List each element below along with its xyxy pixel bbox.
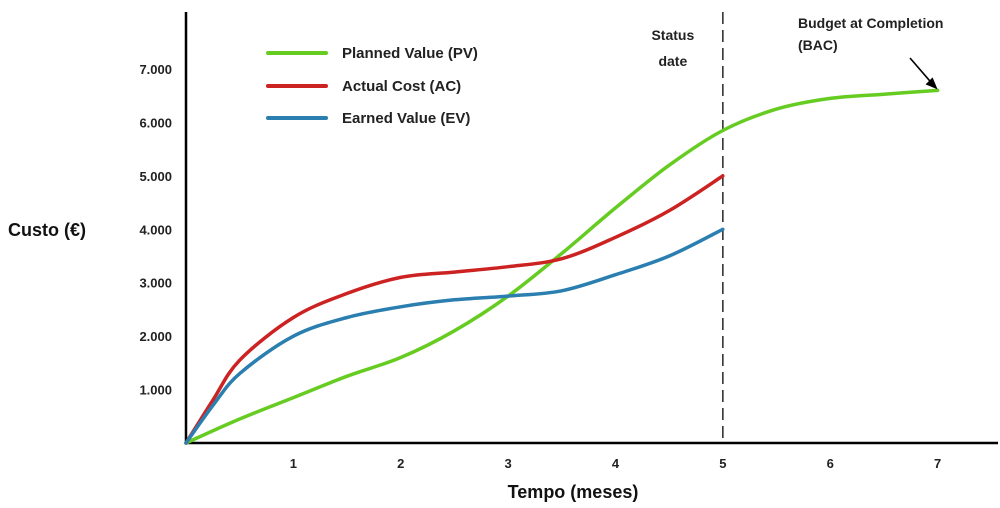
y-tick-label: 4.000: [139, 222, 172, 237]
y-axis-title: Custo (€): [8, 220, 86, 240]
x-tick-label: 1: [290, 456, 297, 471]
x-tick-label: 7: [934, 456, 941, 471]
legend-label-ev: Earned Value (EV): [342, 110, 470, 127]
y-tick-label: 1.000: [139, 383, 172, 398]
y-tick-label: 2.000: [139, 329, 172, 344]
x-tick-label: 6: [827, 456, 834, 471]
legend-label-ac: Actual Cost (AC): [342, 78, 461, 95]
y-tick-label: 7.000: [139, 62, 172, 77]
status-date-label-line1: Status: [651, 27, 694, 43]
ac-line: [184, 174, 725, 445]
bac-arrowhead-icon: [925, 77, 938, 90]
x-tick-label: 3: [504, 456, 511, 471]
legend-label-pv: Planned Value (PV): [342, 45, 478, 62]
x-tick-labels: 1 2 3 4 5 6 7: [290, 456, 941, 471]
bac-label-line2: (BAC): [798, 37, 838, 53]
pv-line: [184, 88, 940, 445]
ev-line: [184, 227, 725, 445]
legend: Planned Value (PV) Actual Cost (AC) Earn…: [266, 45, 478, 127]
x-tick-label: 2: [397, 456, 404, 471]
y-tick-label: 6.000: [139, 115, 172, 130]
series-lines: [184, 88, 940, 445]
y-tick-label: 3.000: [139, 276, 172, 291]
status-date-label-line2: date: [658, 53, 687, 69]
y-tick-label: 5.000: [139, 169, 172, 184]
x-tick-label: 4: [612, 456, 620, 471]
x-axis-title: Tempo (meses): [508, 482, 639, 502]
y-tick-labels: 1.000 2.000 3.000 4.000 5.000 6.000 7.000: [139, 62, 172, 398]
x-tick-label: 5: [719, 456, 726, 471]
bac-label-line1: Budget at Completion: [798, 15, 943, 31]
